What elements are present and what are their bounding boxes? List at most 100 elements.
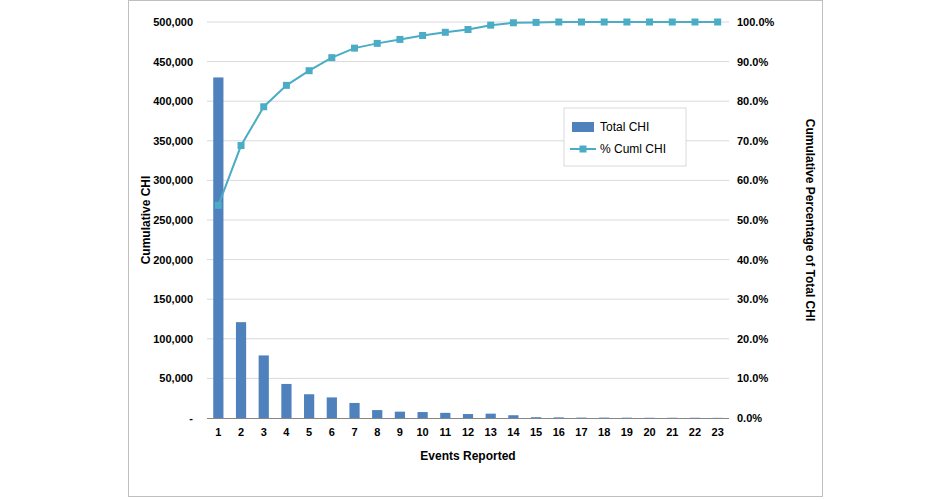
x-tick-label: 15 [530, 426, 542, 438]
x-tick-label: 14 [507, 426, 520, 438]
y-tick-label: 100,000 [153, 333, 193, 345]
bar [508, 415, 518, 418]
x-axis-line [207, 418, 729, 419]
marker [396, 36, 403, 43]
line [218, 22, 717, 205]
marker [646, 19, 653, 26]
y-axis-title: Cumulative CHI [139, 176, 153, 265]
legend-box [564, 108, 686, 166]
marker [351, 45, 358, 52]
y2-tick-label: 60.0% [737, 174, 768, 186]
x-tick-label: 9 [397, 426, 403, 438]
x-tick-label: 17 [575, 426, 587, 438]
marker [669, 19, 676, 26]
bar [531, 417, 541, 418]
legend-swatch [572, 122, 594, 132]
x-tick-label: 22 [689, 426, 701, 438]
marker [691, 19, 698, 26]
bar [395, 412, 405, 418]
bar [576, 417, 586, 418]
legend: Total CHI % Cuml CHI [564, 108, 686, 166]
x-tick-label: 5 [306, 426, 312, 438]
marker [419, 32, 426, 39]
y-tick-label: 500,000 [153, 16, 193, 28]
x-tick-label: 13 [485, 426, 497, 438]
grid-line [207, 101, 729, 102]
grid-line [207, 180, 729, 181]
bar [213, 77, 223, 418]
bar [349, 403, 359, 418]
y2-tick-label: 20.0% [737, 333, 768, 345]
plot-area [213, 19, 723, 419]
x-tick-label: 21 [666, 426, 678, 438]
marker [328, 54, 335, 61]
bar [554, 417, 564, 418]
bar [486, 414, 496, 418]
y-tick-label: 400,000 [153, 95, 193, 107]
marker [442, 29, 449, 36]
chart: -50,000100,000150,000200,000250,000300,0… [0, 0, 930, 500]
y2-tick-label: 10.0% [737, 372, 768, 384]
marker [283, 82, 290, 89]
x-tick-label: 2 [238, 426, 244, 438]
grid-line [207, 299, 729, 300]
y-tick-label: 150,000 [153, 293, 193, 305]
marker [260, 103, 267, 110]
x-tick-label: 10 [416, 426, 428, 438]
bar [236, 322, 246, 418]
bar [713, 417, 723, 418]
x-tick-label: 18 [598, 426, 610, 438]
grid-line [207, 259, 729, 260]
y2-tick-label: 90.0% [737, 56, 768, 68]
bar [622, 417, 632, 418]
y2-tick-label: 50.0% [737, 214, 768, 226]
marker [714, 19, 721, 26]
bar [440, 413, 450, 418]
x-tick-label: 1 [215, 426, 221, 438]
marker [465, 26, 472, 33]
marker [623, 19, 630, 26]
marker [533, 19, 540, 26]
bar [304, 394, 314, 418]
grid-line [207, 61, 729, 62]
grid-line [207, 338, 729, 339]
y-tick-label: 450,000 [153, 56, 193, 68]
legend-label: % Cuml CHI [600, 142, 666, 156]
y2-axis-title: Cumulative Percentage of Total CHI [803, 119, 817, 321]
bar [418, 412, 428, 418]
bar [599, 417, 609, 418]
y-tick-label: 200,000 [153, 254, 193, 266]
chart-frame [129, 1, 823, 497]
legend-label: Total CHI [600, 120, 649, 134]
marker [601, 19, 608, 26]
x-tick-label: 11 [439, 426, 451, 438]
legend-marker [580, 146, 587, 153]
x-tick-label: 16 [553, 426, 565, 438]
bar [667, 417, 677, 418]
marker [578, 19, 585, 26]
y2-tick-label: 100.0% [737, 16, 775, 28]
x-tick-label: 6 [329, 426, 335, 438]
bar [690, 417, 700, 418]
x-tick-label: 19 [621, 426, 633, 438]
y2-tick-label: 0.0% [737, 412, 762, 424]
marker [306, 67, 313, 74]
y2-tick-label: 40.0% [737, 254, 768, 266]
x-tick-label: 23 [712, 426, 724, 438]
y-tick-label: 350,000 [153, 135, 193, 147]
x-tick-label: 4 [283, 426, 290, 438]
grid-line [207, 220, 729, 221]
x-tick-label: 7 [351, 426, 357, 438]
bar [372, 410, 382, 418]
bar [327, 397, 337, 418]
y-tick-label: - [189, 412, 193, 424]
y2-tick-label: 70.0% [737, 135, 768, 147]
bar [259, 355, 269, 418]
grid [207, 22, 729, 378]
x-tick-label: 8 [374, 426, 380, 438]
y2-tick-label: 80.0% [737, 95, 768, 107]
marker [555, 19, 562, 26]
y-tick-label: 250,000 [153, 214, 193, 226]
x-tick-label: 20 [643, 426, 655, 438]
y-tick-label: 50,000 [159, 372, 193, 384]
